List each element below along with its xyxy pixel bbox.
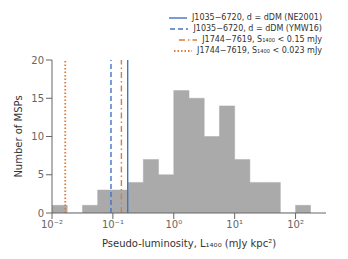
svg-text:10²: 10²: [287, 219, 304, 230]
html-text:J1035−6720, d = dDM (YMW16): J1035−6720, d = dDM (YMW16): [193, 24, 322, 33]
svg-text:5: 5: [38, 169, 44, 180]
svg-text:10⁰: 10⁰: [165, 219, 182, 230]
svg-text:15: 15: [31, 93, 44, 104]
svg-text:10⁻²: 10⁻²: [41, 219, 63, 230]
svg-text:10: 10: [31, 131, 44, 142]
svg-text:10⁻¹: 10⁻¹: [102, 219, 124, 230]
svg-text:0: 0: [38, 208, 44, 219]
html-text:J1744−7619, S₁₄₀₀ < 0.023 mJy: J1744−7619, S₁₄₀₀ < 0.023 mJy: [197, 46, 322, 55]
svg-text:10¹: 10¹: [226, 219, 243, 230]
html-text:J1744−7619, S₁₄₀₀ < 0.15 mJy: J1744−7619, S₁₄₀₀ < 0.15 mJy: [202, 35, 322, 44]
svg-text:Number of MSPs: Number of MSPs: [13, 95, 24, 177]
svg-text:20: 20: [31, 55, 44, 66]
svg-text:Pseudo-luminosity, L₁₄₀₀ (mJy: Pseudo-luminosity, L₁₄₀₀ (mJy kpc²): [102, 238, 276, 249]
html-text:J1035−6720, d = dDM (NE2001): J1035−6720, d = dDM (NE2001): [191, 13, 322, 22]
